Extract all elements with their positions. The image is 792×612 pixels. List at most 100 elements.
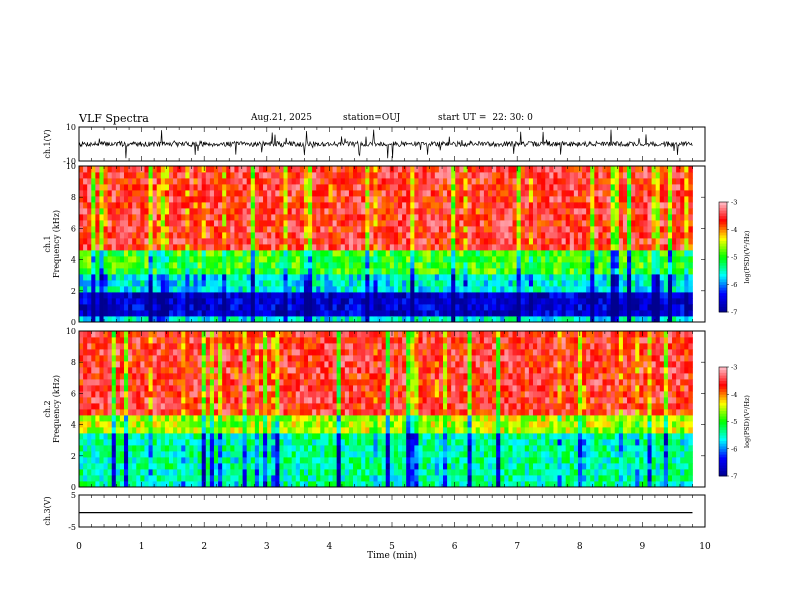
ch1-spectrogram-cell (111, 172, 117, 179)
ch1-spectrogram-cell (258, 292, 264, 299)
ch1-spectrogram-cell (500, 226, 505, 233)
ch1-spectrogram-cell (557, 268, 562, 275)
ch2-spectrogram-cell (418, 481, 423, 488)
ch1-spectrogram-cell (487, 292, 493, 299)
ch1-spectrogram-cell (312, 226, 317, 233)
ch1-spectrogram-cell (672, 184, 677, 191)
ch1-spectrogram-cell (590, 280, 595, 287)
ch1-spectrogram-cell (553, 184, 558, 191)
ch1-spectrogram-cell (197, 166, 203, 173)
ch1-spectrogram-cell (250, 250, 256, 257)
ch1-spectrogram-cell (99, 190, 104, 197)
ch1-spectrogram-cell (87, 166, 92, 173)
ch1-spectrogram-cell (377, 166, 383, 173)
ch1-spectrogram-cell (545, 172, 550, 179)
ch2-spectrogram-cell (148, 481, 154, 488)
ch1-spectrogram-cell (193, 238, 199, 245)
ch1-spectrogram-cell (561, 190, 567, 197)
ch1-spectrogram-cell (680, 184, 685, 191)
ch2-spectrogram-cell (365, 457, 370, 464)
ch1-spectrogram-cell (635, 208, 640, 215)
ch1-spectrogram-cell (647, 244, 652, 251)
ch1-spectrogram-cell (393, 220, 399, 227)
ch1-spectrogram-cell (434, 286, 440, 293)
ch1-spectrogram-cell (291, 220, 297, 227)
ch2-spectrogram-cell (148, 469, 154, 476)
ch1-spectrogram-cell (553, 232, 558, 239)
ch1-spectrogram-cell (316, 232, 321, 239)
ch1-spectrogram-cell (483, 184, 489, 191)
ch2-spectrogram-cell (299, 463, 305, 470)
ch1-spectrogram-cell (590, 226, 595, 233)
ch1-spectrogram-cell (402, 208, 407, 215)
ch1-spectrogram-cell (663, 280, 669, 287)
ch1-spectrogram-cell (532, 244, 538, 251)
ch1-spectrogram-cell (336, 232, 342, 239)
ch1-spectrogram-cell (565, 226, 571, 233)
ch1-spectrogram-cell (430, 316, 436, 323)
ch1-spectrogram-cell (144, 172, 149, 179)
ch2-spectrogram-cell (140, 451, 145, 458)
ch1-spectrogram-cell (508, 214, 513, 221)
ch1-spectrogram-cell (148, 298, 154, 305)
ch1-spectrogram-cell (639, 250, 644, 257)
ch1-spectrogram-cell (246, 256, 252, 263)
ch1-spectrogram-cell (291, 184, 297, 191)
ch1-spectrogram-cell (549, 298, 554, 305)
ch1-spectrogram-cell (254, 208, 260, 215)
ch1-spectrogram-cell (123, 286, 129, 293)
ch1-spectrogram-cell (181, 286, 186, 293)
ch1-spectrogram-cell (340, 190, 346, 197)
ch1-spectrogram-cell (532, 208, 538, 215)
ch2-spectrogram-cell (443, 451, 448, 458)
ch1-spectrogram-cell (434, 190, 440, 197)
ch1-spectrogram-cell (586, 238, 591, 245)
ch2-spectrogram-cell (451, 481, 456, 488)
ch1-spectrogram-cell (381, 184, 387, 191)
ch1-spectrogram-cell (361, 286, 366, 293)
ch1-spectrogram-cell (451, 190, 456, 197)
ch1-spectrogram-cell (168, 178, 174, 185)
ch1-spectrogram-cell (627, 262, 632, 269)
ch1-spectrogram-cell (348, 232, 354, 239)
ch1-spectrogram-cell (418, 226, 423, 233)
ch1-spectrogram-cell (381, 262, 387, 269)
ch1-spectrogram-cell (193, 202, 199, 209)
ch2-spectrogram-cell (213, 469, 219, 476)
ch1-spectrogram-cell (676, 304, 681, 311)
ch1-spectrogram-cell (111, 250, 117, 257)
ch1-spectrogram-cell (410, 292, 415, 299)
ch1-spectrogram-cell (467, 274, 473, 281)
ch1-spectrogram-cell (336, 238, 342, 245)
ch1-spectrogram-cell (586, 310, 591, 317)
ch1-spectrogram-cell (83, 310, 88, 317)
ch1-spectrogram-cell (655, 220, 661, 227)
ch1-spectrogram-cell (295, 184, 301, 191)
ch1-spectrogram-cell (487, 286, 493, 293)
ch2-spectrogram-cell (545, 475, 550, 482)
ch2-spectrogram-cell (667, 475, 673, 482)
ch1-spectrogram-cell (549, 316, 554, 323)
ch1-spectrogram-cell (406, 316, 411, 323)
ch1-spectrogram-cell (263, 226, 268, 233)
ch1-spectrogram-cell (496, 220, 501, 227)
ch2-spectrogram-cell (213, 481, 219, 488)
ch1-spectrogram-cell (336, 226, 342, 233)
ch1-spectrogram-cell (504, 172, 509, 179)
ch1-spectrogram-cell (222, 202, 227, 209)
ch1-spectrogram-cell (152, 298, 158, 305)
ch1-spectrogram-cell (267, 262, 272, 269)
ch1-spectrogram-cell (577, 274, 583, 281)
ch1-spectrogram-cell (111, 190, 117, 197)
ch1-spectrogram-cell (107, 262, 113, 269)
ch2-spectrogram-cell (680, 457, 685, 464)
ch1-spectrogram-cell (201, 262, 207, 269)
ch1-spectrogram-cell (582, 262, 587, 269)
ch1-spectrogram-cell (209, 304, 215, 311)
ch1-spectrogram-cell (177, 268, 182, 275)
ch1-spectrogram-cell (676, 292, 681, 299)
ch1-spectrogram-cell (205, 292, 211, 299)
ch1-spectrogram-cell (414, 214, 419, 221)
ch1-spectrogram-cell (263, 280, 268, 287)
ch1-spectrogram-cell (181, 262, 186, 269)
